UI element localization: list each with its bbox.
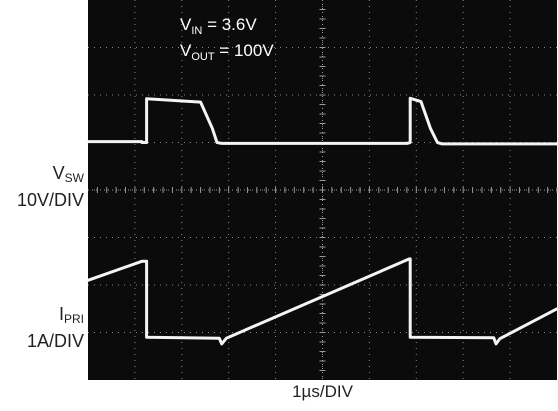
vsw-label-sub: SW <box>64 171 84 185</box>
vin-annotation-sub: IN <box>191 25 202 37</box>
vin-annotation: VIN = 3.6V <box>180 15 257 37</box>
ipri-label-sub: PRI <box>63 312 84 326</box>
scope-traces <box>86 96 558 346</box>
vout-annotation-value: = 100V <box>215 41 275 60</box>
vin-annotation-v: V <box>180 15 192 34</box>
trace-vsw <box>86 96 558 146</box>
vout-annotation: VOUT = 100V <box>180 41 274 63</box>
vin-annotation-value: = 3.6V <box>202 15 257 34</box>
vout-annotation-v: V <box>180 41 192 60</box>
trace-ipri <box>86 257 558 346</box>
x-axis-label: 1µs/DIV <box>292 382 353 401</box>
vout-annotation-sub: OUT <box>191 51 215 63</box>
ipri-label-main: I <box>58 304 64 324</box>
vsw-scale-label: 10V/DIV <box>16 190 84 210</box>
vsw-label-main: V <box>52 163 65 183</box>
vsw-channel-label: VSW 10V/DIV <box>17 162 84 211</box>
ipri-scale-label: 1A/DIV <box>26 331 84 351</box>
ipri-channel-label: IPRI 1A/DIV <box>27 303 84 352</box>
